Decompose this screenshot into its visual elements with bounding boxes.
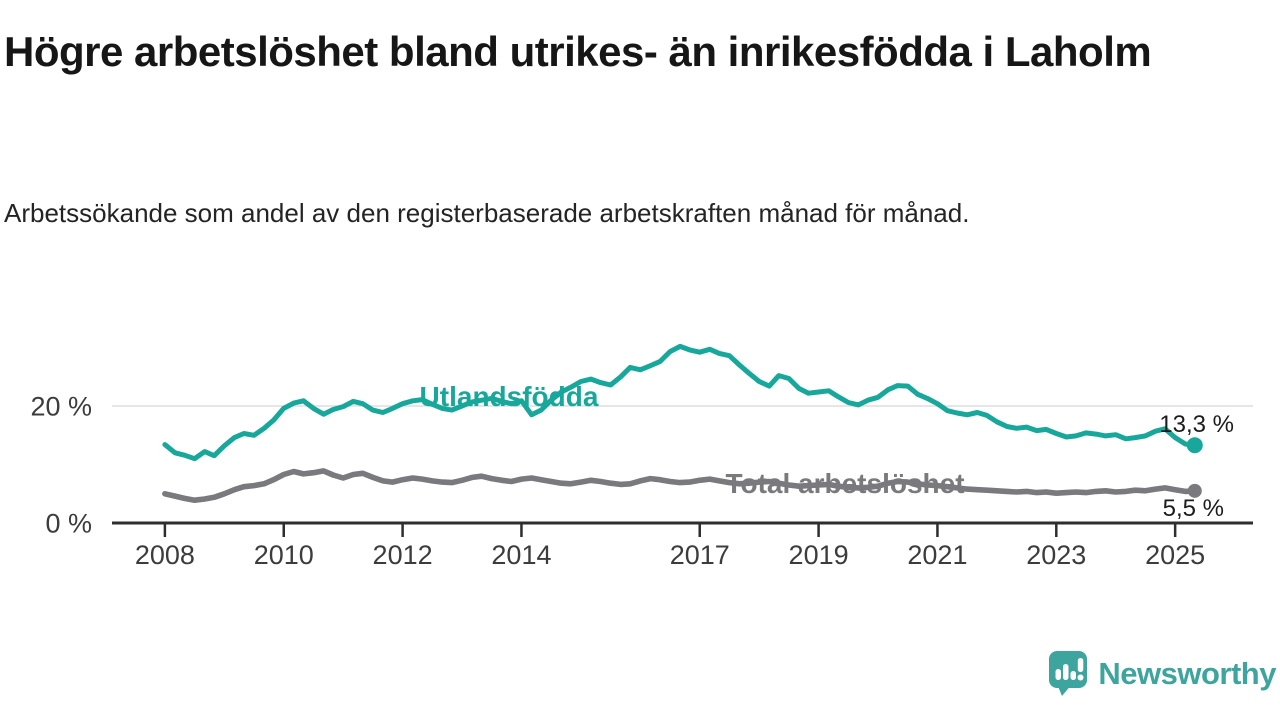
newsworthy-logo-icon xyxy=(1049,651,1088,696)
x-tick-label: 2014 xyxy=(491,540,551,570)
x-tick-label: 2021 xyxy=(907,540,967,570)
end-value-label-total: 5,5 % xyxy=(1163,495,1224,522)
end-dot-total-arbetsloshet xyxy=(1187,483,1202,498)
newsworthy-logo: Newsworthy xyxy=(1048,650,1276,698)
y-tick-label: 0 % xyxy=(45,509,92,539)
page-title: Högre arbetslöshet bland utrikes- än inr… xyxy=(4,28,1152,75)
x-tick-label: 2023 xyxy=(1026,540,1086,570)
line-total-arbetsloshet xyxy=(162,468,1198,503)
x-tick-label: 2008 xyxy=(135,540,195,570)
chart-subtitle: Arbetssökande som andel av den registerb… xyxy=(4,198,970,228)
x-tick-label: 2010 xyxy=(254,540,314,570)
newsworthy-logo-text: Newsworthy xyxy=(1098,656,1276,691)
x-tick-label: 2017 xyxy=(670,540,730,570)
end-value-label-utlandsfodda: 13,3 % xyxy=(1159,411,1234,438)
x-tick-label: 2025 xyxy=(1145,540,1205,570)
series-label-utlandsfodda: Utlandsfödda xyxy=(420,381,599,412)
line-utlandsfodda xyxy=(162,343,1198,462)
x-tick-label: 2012 xyxy=(373,540,433,570)
y-tick-label: 20 % xyxy=(30,392,92,422)
chart-series-lines xyxy=(162,343,1198,503)
end-dot-utlandsfodda xyxy=(1186,437,1203,454)
x-tick-label: 2019 xyxy=(789,540,849,570)
chart-axes: 0 % 20 % 2008 2010 2012 2014 2017 2019 2021 2023 2… xyxy=(30,392,1253,570)
series-label-total-arbetsloshet: Total arbetslöshet xyxy=(725,468,964,499)
chart-end-dots xyxy=(1186,437,1203,498)
